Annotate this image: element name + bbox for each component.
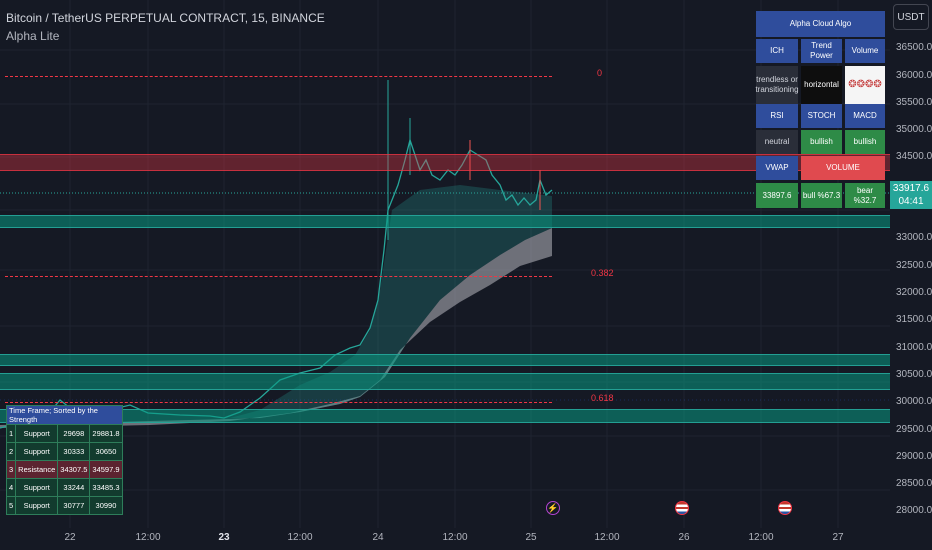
ich-status: trendless or transitioning xyxy=(755,66,799,104)
row-rank: 5 xyxy=(5,496,17,515)
bull-percent: bull %67.3 xyxy=(801,183,842,208)
price-tick: 36500.0 xyxy=(896,42,932,53)
row-type: Support xyxy=(15,478,59,497)
resistance-zone xyxy=(0,154,890,171)
table-row: 4 Support 33244 33485.3 xyxy=(5,478,123,497)
bar-countdown: 04:41 xyxy=(898,196,924,207)
fib-label-0382: 0.382 xyxy=(591,268,614,278)
fib-line-0382 xyxy=(5,276,552,277)
price-tick: 32000.0 xyxy=(896,287,932,298)
time-tick: 26 xyxy=(678,532,690,543)
table-row: 2 Support 30333 30650 xyxy=(5,442,123,461)
time-tick: 24 xyxy=(372,532,384,543)
fib-label-0: 0 xyxy=(597,68,603,78)
price-tick: 28000.0 xyxy=(896,505,932,516)
row-type: Resistance xyxy=(15,460,59,479)
label-ich: ICH xyxy=(756,39,798,63)
price-tick: 29500.0 xyxy=(896,424,932,435)
time-tick: 12:00 xyxy=(748,532,774,543)
row-low: 30777 xyxy=(57,496,91,515)
time-tick: 22 xyxy=(64,532,76,543)
symbol-title[interactable]: Bitcoin / TetherUS PERPETUAL CONTRACT, 1… xyxy=(6,11,325,25)
grid-lines xyxy=(0,0,890,528)
row-rank: 3 xyxy=(5,460,17,479)
price-tick: 30500.0 xyxy=(896,369,932,380)
us-flag-event-icon[interactable] xyxy=(675,501,689,515)
alpha-cloud-upper xyxy=(230,185,552,418)
price-tick: 34500.0 xyxy=(896,151,932,162)
row-high: 33485.3 xyxy=(89,478,123,497)
label-macd: MACD xyxy=(845,104,885,128)
price-tick: 33000.0 xyxy=(896,232,932,243)
support-zone-1 xyxy=(0,215,890,228)
row-low: 30333 xyxy=(57,442,91,461)
row-rank: 4 xyxy=(5,478,17,497)
price-tick: 28500.0 xyxy=(896,478,932,489)
table-row: 3 Resistance 34307.5 34597.9 xyxy=(5,460,123,479)
panel-title: Alpha Cloud Algo xyxy=(756,11,885,37)
row-type: Support xyxy=(15,496,59,515)
rsi-status: neutral xyxy=(756,130,798,154)
row-high: 34597.9 xyxy=(89,460,123,479)
fib-line-0 xyxy=(5,76,552,77)
support-resistance-table: Time Frame; Sorted by the Strength 1 Supp… xyxy=(5,405,123,515)
bear-percent: bear %32.7 xyxy=(845,183,885,208)
price-tick: 29000.0 xyxy=(896,451,932,462)
price-tick: 35000.0 xyxy=(896,124,932,135)
last-price-label: 33917.6 04:41 xyxy=(890,181,932,209)
us-flag-event-icon[interactable] xyxy=(778,501,792,515)
row-high: 29881.8 xyxy=(89,424,123,443)
macd-status: bullish xyxy=(845,130,885,154)
price-tick: 32500.0 xyxy=(896,260,932,271)
vwap-value: 33897.6 xyxy=(756,183,798,208)
time-tick: 23 xyxy=(218,532,230,543)
price-tick: 31000.0 xyxy=(896,342,932,353)
currency-button[interactable]: USDT xyxy=(893,4,929,30)
table-row: 1 Support 29698 29881.8 xyxy=(5,424,123,443)
row-rank: 1 xyxy=(5,424,17,443)
time-tick: 12:00 xyxy=(287,532,313,543)
time-tick: 12:00 xyxy=(594,532,620,543)
trend-power-status: horizontal xyxy=(801,66,842,104)
sr-table-header: Time Frame; Sorted by the Strength xyxy=(6,405,123,425)
last-price-value: 33917.6 xyxy=(892,183,930,194)
row-low: 34307.5 xyxy=(57,460,91,479)
support-zone-3 xyxy=(0,373,890,390)
row-type: Support xyxy=(15,424,59,443)
row-low: 33244 xyxy=(57,478,91,497)
row-low: 29698 xyxy=(57,424,91,443)
stoch-status: bullish xyxy=(801,130,842,154)
table-row: 5 Support 30777 30990 xyxy=(5,496,123,515)
price-tick: 36000.0 xyxy=(896,70,932,81)
volume-strength-icons: ❂❂❂❂ xyxy=(845,66,885,104)
label-volume-bar: VOLUME xyxy=(801,156,885,180)
fib-line-0618 xyxy=(5,402,552,403)
lightning-event-icon[interactable]: ⚡ xyxy=(546,501,560,515)
price-tick: 31500.0 xyxy=(896,314,932,325)
label-vwap: VWAP xyxy=(756,156,798,180)
support-zone-4 xyxy=(0,409,890,423)
time-tick: 25 xyxy=(525,532,537,543)
row-rank: 2 xyxy=(5,442,17,461)
label-volume: Volume xyxy=(845,39,885,63)
fib-label-0618: 0.618 xyxy=(591,393,614,403)
time-tick: 12:00 xyxy=(135,532,161,543)
time-tick: 27 xyxy=(832,532,844,543)
row-type: Support xyxy=(15,442,59,461)
price-tick: 35500.0 xyxy=(896,97,932,108)
support-zone-2 xyxy=(0,354,890,366)
price-tick: 30000.0 xyxy=(896,396,932,407)
label-rsi: RSI xyxy=(756,104,798,128)
label-trend-power: Trend Power xyxy=(801,39,842,63)
time-tick: 12:00 xyxy=(442,532,468,543)
label-stoch: STOCH xyxy=(801,104,842,128)
row-high: 30990 xyxy=(89,496,123,515)
row-high: 30650 xyxy=(89,442,123,461)
indicator-name[interactable]: Alpha Lite xyxy=(6,29,60,43)
